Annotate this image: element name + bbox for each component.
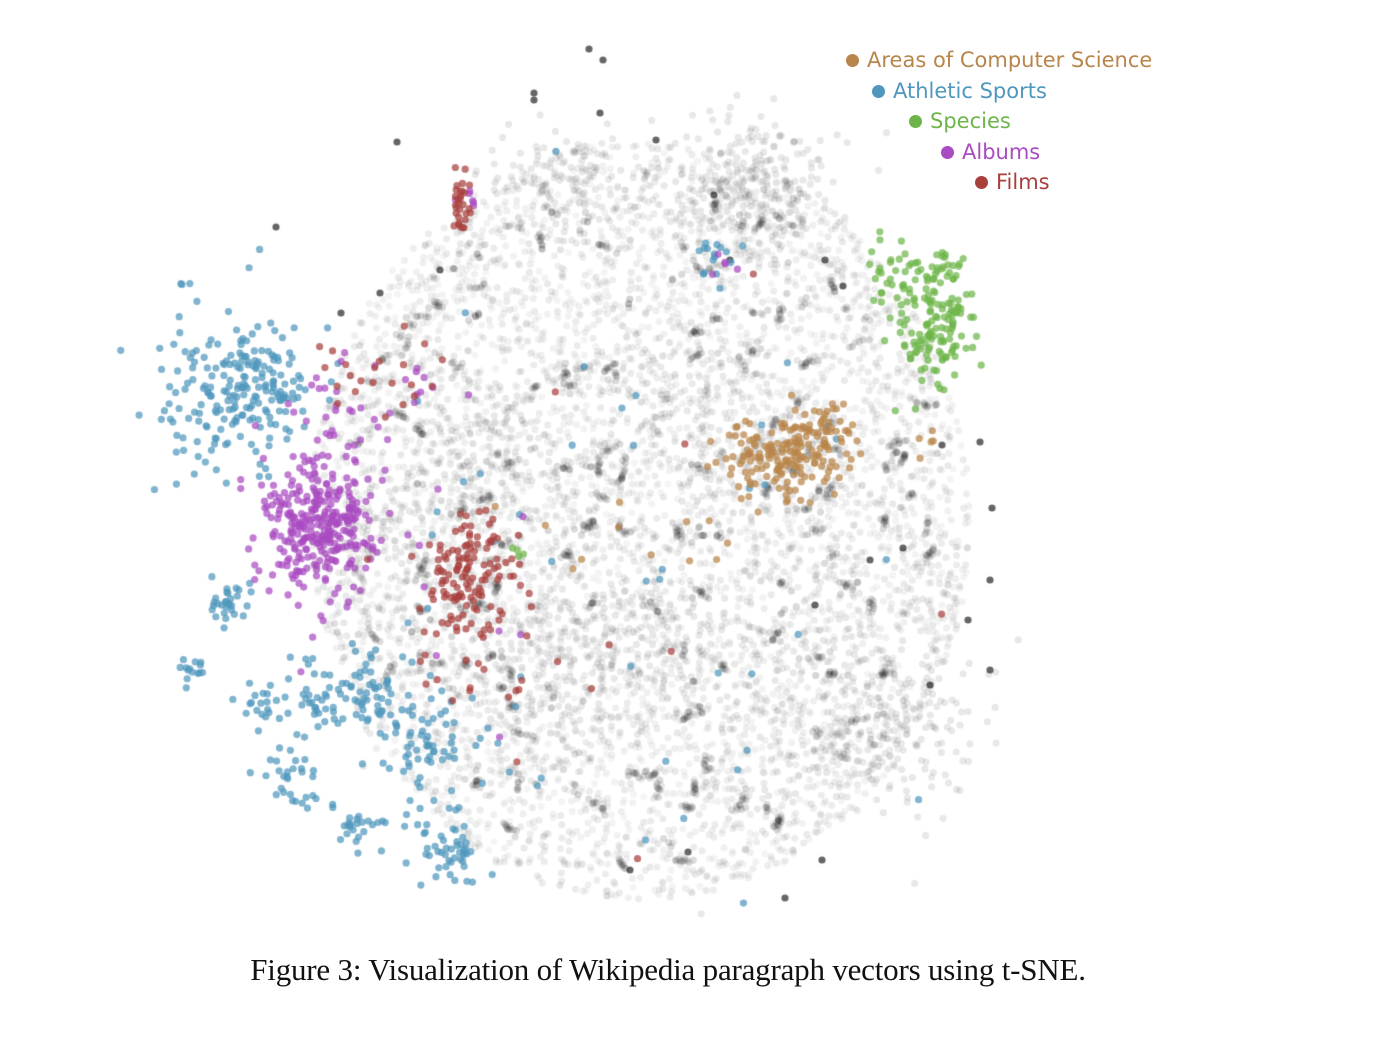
legend-label: Films (996, 170, 1050, 194)
legend-item-species: Species (909, 108, 1011, 134)
legend-label: Species (930, 109, 1011, 133)
legend-label: Areas of Computer Science (867, 48, 1153, 72)
legend-label: Albums (962, 140, 1041, 164)
legend-item-computer-science: Areas of Computer Science (846, 47, 1152, 73)
legend-item-albums: Albums (941, 139, 1040, 165)
legend-dot-icon (941, 145, 954, 159)
legend-item-athletic-sports: Athletic Sports (872, 78, 1047, 104)
legend-dot-icon (872, 84, 885, 98)
tsne-figure: Areas of Computer Science Athletic Sport… (0, 0, 1396, 940)
figure-caption: Figure 3: Visualization of Wikipedia par… (250, 952, 1086, 987)
legend-label: Athletic Sports (893, 79, 1047, 103)
legend-dot-icon (975, 175, 988, 189)
legend-dot-icon (846, 53, 859, 67)
scatter-plot (0, 0, 1396, 940)
legend-dot-icon (909, 114, 922, 128)
legend-item-films: Films (975, 169, 1050, 195)
